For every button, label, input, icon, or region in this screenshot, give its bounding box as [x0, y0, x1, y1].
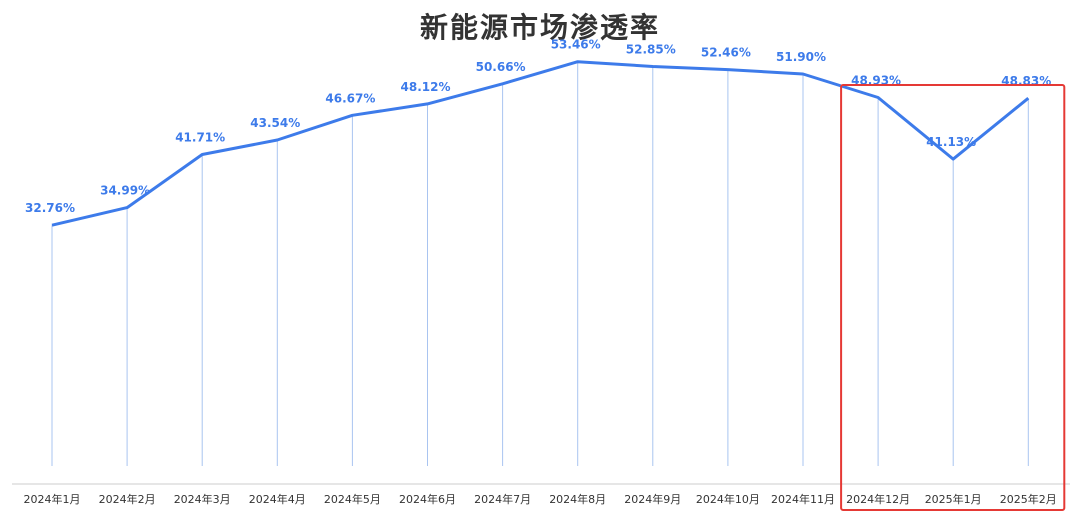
data-label: 48.83%: [1001, 74, 1051, 88]
series-line: [51, 60, 1030, 227]
data-labels: 32.76% 34.99% 41.71% 43.54% 46.67% 48.12% 50.6…: [25, 38, 1051, 216]
x-tick-label: 2025年1月: [925, 492, 982, 506]
data-label: 52.46%: [701, 46, 751, 60]
x-tick-label: 2024年11月: [771, 492, 835, 506]
x-tick-label: 2024年5月: [324, 492, 381, 506]
drop-lines: [51, 61, 1029, 466]
x-tick-label: 2024年12月: [846, 492, 910, 506]
chart-title: 新能源市场渗透率: [419, 11, 660, 44]
x-tick-label: 2024年6月: [399, 492, 456, 506]
x-tick-labels: 2024年1月 2024年2月 2024年3月 2024年4月 2024年5月 2024年…: [24, 492, 1057, 506]
data-label: 53.46%: [551, 38, 601, 52]
x-tick-label: 2024年8月: [549, 492, 606, 506]
data-label: 50.66%: [476, 60, 526, 74]
data-label: 48.93%: [851, 73, 901, 87]
x-tick-label: 2024年10月: [696, 492, 760, 506]
x-tick-label: 2024年4月: [249, 492, 306, 506]
x-tick-label: 2024年7月: [474, 492, 531, 506]
data-label: 52.85%: [626, 42, 676, 56]
data-label: 41.71%: [175, 130, 225, 144]
x-tick-label: 2024年9月: [624, 492, 681, 506]
data-label: 34.99%: [100, 184, 150, 198]
x-tick-label: 2025年2月: [1000, 492, 1057, 506]
x-tick-label: 2024年2月: [99, 492, 156, 506]
data-label: 43.54%: [250, 116, 300, 130]
x-tick-label: 2024年3月: [174, 492, 231, 506]
data-label: 41.13%: [926, 135, 976, 149]
highlight-box: [840, 84, 1066, 511]
data-label: 51.90%: [776, 50, 826, 64]
data-label: 32.76%: [25, 201, 75, 215]
data-label: 46.67%: [325, 91, 375, 105]
data-label: 48.12%: [401, 80, 451, 94]
x-tick-label: 2024年1月: [24, 492, 81, 506]
